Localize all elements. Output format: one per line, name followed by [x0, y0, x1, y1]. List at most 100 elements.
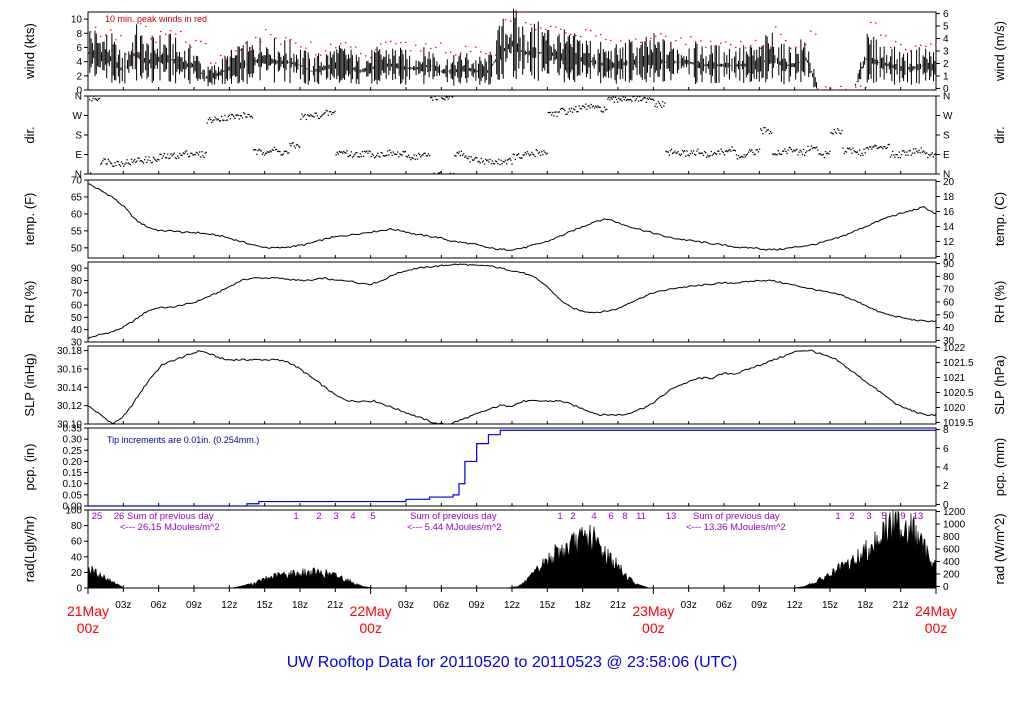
- direction-point: [249, 116, 251, 118]
- direction-point: [266, 152, 268, 154]
- direction-point: [398, 155, 400, 158]
- direction-point: [328, 111, 331, 113]
- direction-point: [823, 156, 826, 159]
- direction-point: [607, 98, 609, 100]
- direction-point: [586, 108, 588, 110]
- direction-point: [683, 151, 685, 153]
- direction-point: [631, 100, 633, 102]
- direction-point: [442, 98, 444, 100]
- direction-point: [702, 154, 705, 157]
- direction-point: [625, 99, 628, 102]
- time-axis-hour-label: 12z: [221, 600, 237, 611]
- direction-point: [689, 152, 691, 155]
- direction-point: [718, 150, 720, 152]
- direction-point: [584, 106, 586, 108]
- direction-point: [472, 159, 475, 161]
- wind-peak-point: [525, 21, 527, 24]
- direction-point: [302, 116, 304, 118]
- time-axis-date-label: 24May: [915, 603, 957, 619]
- direction-point: [213, 119, 215, 121]
- direction-point: [182, 152, 184, 154]
- direction-point: [215, 118, 217, 120]
- wind-peak-point: [380, 43, 382, 45]
- wind-peak-point: [800, 43, 802, 45]
- direction-point: [405, 155, 408, 158]
- direction-point: [433, 172, 435, 174]
- direction-point: [356, 151, 358, 154]
- wind-peak-point: [900, 43, 902, 46]
- direction-point: [122, 162, 124, 165]
- direction-point: [553, 115, 555, 117]
- precipitation-ylabel-right: pcp. (mm): [992, 438, 1007, 497]
- precipitation-right-tick-label: 2: [943, 481, 949, 492]
- direction-point: [551, 114, 553, 116]
- temperature-right-tick-label: 20: [943, 177, 955, 188]
- wind-mean-series: [88, 8, 936, 90]
- direction-point: [547, 111, 549, 114]
- direction-point: [749, 149, 751, 151]
- direction-frame: [87, 95, 937, 175]
- direction-point: [690, 150, 692, 152]
- direction-point: [846, 147, 849, 149]
- direction-point: [289, 143, 291, 145]
- direction-point: [202, 155, 204, 157]
- time-axis-date-hour-label: 00z: [77, 620, 100, 636]
- direction-point: [283, 150, 285, 153]
- direction-point: [793, 149, 795, 151]
- wind-peak-point: [850, 89, 852, 91]
- sea-level-pressure-right-tick-label: 1022: [943, 343, 966, 354]
- direction-point: [258, 148, 260, 150]
- direction-point: [772, 153, 774, 155]
- wind-peak-point: [225, 58, 227, 60]
- direction-point: [193, 154, 195, 156]
- wind-peak-point: [345, 42, 347, 44]
- direction-point: [381, 152, 383, 154]
- direction-point: [685, 155, 687, 157]
- direction-point: [727, 150, 729, 153]
- direction-point: [248, 114, 250, 116]
- direction-point: [366, 150, 368, 152]
- direction-point: [675, 152, 677, 154]
- direction-point: [662, 101, 664, 103]
- direction-point: [457, 152, 459, 155]
- direction-point: [755, 149, 757, 151]
- direction-point: [323, 112, 325, 115]
- sea-level-pressure-left-tick-label: 30.16: [57, 364, 82, 375]
- wind-peak-point: [210, 62, 212, 64]
- direction-point: [97, 98, 100, 100]
- direction-point: [537, 152, 540, 154]
- direction-point: [763, 127, 765, 129]
- wind-peak-point: [420, 50, 422, 52]
- direction-point: [162, 155, 164, 157]
- direction-point: [587, 105, 589, 108]
- wind-peak-point: [685, 43, 687, 46]
- direction-point: [299, 146, 301, 148]
- direction-point: [783, 150, 785, 152]
- direction-point: [489, 158, 491, 161]
- wind-peak-point: [310, 41, 312, 43]
- direction-point: [734, 150, 736, 152]
- direction-point: [849, 147, 851, 149]
- direction-point: [481, 161, 483, 163]
- direction-point: [779, 153, 782, 156]
- direction-point: [384, 155, 387, 157]
- wind-peak-point: [250, 47, 252, 49]
- direction-point: [860, 154, 862, 157]
- direction-point: [185, 150, 188, 152]
- relative-humidity-ylabel-left: RH (%): [22, 281, 37, 324]
- direction-point: [521, 157, 523, 159]
- direction-point: [504, 159, 507, 161]
- direction-point: [738, 154, 740, 157]
- direction-point: [170, 153, 172, 155]
- direction-point: [839, 132, 841, 134]
- direction-point: [476, 157, 478, 159]
- wind-peak-point: [145, 25, 147, 28]
- direction-point: [364, 150, 366, 153]
- direction-point: [658, 102, 661, 105]
- direction-point: [207, 118, 210, 121]
- direction-point: [388, 154, 390, 156]
- wind-peak-point: [825, 86, 827, 88]
- direction-point: [425, 155, 427, 157]
- direction-point: [291, 142, 293, 145]
